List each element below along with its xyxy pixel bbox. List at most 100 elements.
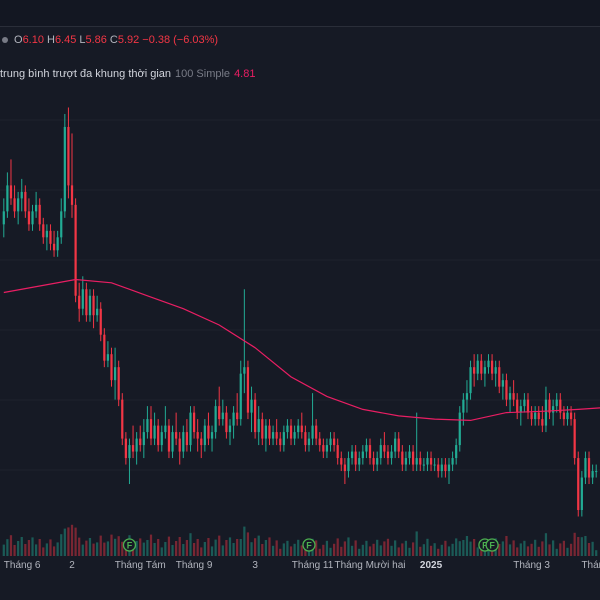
volume-bar bbox=[408, 547, 411, 556]
open-value: 6.10 bbox=[22, 34, 44, 46]
volume-bar bbox=[465, 536, 469, 556]
candle-body bbox=[548, 399, 551, 413]
candle-body bbox=[63, 126, 66, 212]
x-axis-tick-label: Tháng 3 bbox=[513, 560, 550, 571]
candle-body bbox=[354, 451, 357, 465]
volume-bar bbox=[110, 534, 113, 556]
candle-body bbox=[534, 412, 537, 420]
candle-body bbox=[494, 367, 497, 374]
candle-body bbox=[394, 438, 397, 452]
volume-bar bbox=[56, 542, 59, 556]
volume-bar bbox=[508, 544, 512, 556]
candle-body bbox=[254, 399, 257, 433]
volume-bar bbox=[81, 544, 84, 556]
volume-bar bbox=[429, 545, 433, 556]
candle-body bbox=[236, 412, 239, 420]
candle-body bbox=[315, 425, 318, 439]
volume-bar bbox=[347, 537, 350, 556]
close-value: 5.92 bbox=[117, 34, 140, 46]
volume-bar bbox=[2, 544, 5, 556]
volume-bar bbox=[218, 535, 221, 556]
volume-bar bbox=[368, 546, 372, 556]
event-marker[interactable]: F bbox=[485, 538, 499, 552]
candle-body bbox=[264, 425, 268, 439]
volume-bar bbox=[519, 543, 522, 556]
event-marker[interactable]: F bbox=[302, 538, 316, 552]
candle-body bbox=[78, 295, 81, 309]
candle-body bbox=[171, 432, 174, 452]
candle-body bbox=[365, 445, 368, 452]
volume-bar bbox=[232, 543, 235, 556]
candle-body bbox=[38, 204, 41, 225]
volume-bar bbox=[271, 545, 275, 556]
volume-bar bbox=[38, 539, 41, 556]
volume-bar bbox=[6, 539, 9, 556]
high-value: 6.45 bbox=[54, 34, 77, 46]
volume-bar bbox=[530, 543, 533, 556]
candle-body bbox=[473, 367, 476, 374]
candle-body bbox=[225, 412, 228, 433]
volume-bar bbox=[422, 544, 425, 556]
candle-body bbox=[99, 308, 102, 335]
volume-bar bbox=[462, 540, 465, 556]
volume-bar bbox=[322, 544, 325, 556]
candle-body bbox=[178, 438, 181, 452]
candle-body bbox=[293, 432, 296, 439]
volume-bar bbox=[537, 546, 540, 556]
candle-body bbox=[437, 464, 440, 472]
candle-body bbox=[376, 458, 379, 465]
volume-bar bbox=[246, 532, 250, 556]
candle-body bbox=[45, 230, 48, 238]
volume-bar bbox=[566, 547, 569, 556]
event-marker-label: F bbox=[127, 541, 133, 551]
candle-body bbox=[379, 445, 382, 459]
candle-body bbox=[221, 412, 224, 420]
candle-body bbox=[580, 477, 583, 510]
volume-bar bbox=[469, 541, 472, 556]
candle-body bbox=[383, 445, 386, 452]
volume-bar bbox=[135, 541, 138, 556]
candle-body bbox=[49, 230, 52, 244]
volume-bar bbox=[178, 537, 181, 556]
volume-bar bbox=[239, 539, 242, 556]
candle-body bbox=[56, 237, 59, 251]
volume-bar bbox=[343, 541, 346, 556]
candle-body bbox=[555, 399, 558, 407]
candle-body bbox=[458, 412, 461, 446]
candle-body bbox=[6, 185, 9, 212]
volume-bar bbox=[350, 545, 354, 556]
volume-bar bbox=[27, 540, 31, 556]
volume-bar bbox=[394, 540, 397, 556]
candle-body bbox=[67, 126, 70, 186]
x-axis-tick-label: Tháng 6 bbox=[4, 560, 41, 571]
indicator-legend[interactable]: trung bình trượt đa khung thời gian 100 S… bbox=[0, 68, 255, 80]
candle-body bbox=[192, 412, 196, 433]
candle-body bbox=[552, 406, 555, 413]
volume-bar bbox=[447, 546, 451, 556]
volume-bar bbox=[153, 543, 156, 556]
candle-body bbox=[42, 224, 45, 238]
indicator-name: trung bình trượt đa khung thời gian bbox=[0, 68, 172, 80]
candle-body bbox=[480, 360, 483, 374]
status-dot-icon bbox=[2, 36, 8, 43]
volume-bar bbox=[214, 539, 217, 556]
volume-bar bbox=[559, 543, 562, 556]
volume-bar bbox=[31, 537, 34, 556]
candle-body bbox=[239, 373, 242, 420]
volume-bar bbox=[390, 545, 393, 556]
volume-bar bbox=[458, 541, 461, 556]
candle-body bbox=[74, 204, 77, 296]
candle-body bbox=[562, 412, 566, 420]
volume-bars bbox=[2, 524, 598, 556]
event-marker-label: F bbox=[482, 541, 488, 551]
volume-bar bbox=[300, 545, 303, 556]
candle-body bbox=[149, 419, 153, 439]
candle-body bbox=[142, 432, 145, 446]
candle-body bbox=[20, 191, 23, 199]
volume-bar bbox=[9, 535, 13, 556]
candle-body bbox=[372, 458, 375, 465]
candle-body bbox=[440, 464, 443, 472]
event-marker-label: F bbox=[306, 541, 312, 551]
event-marker[interactable]: F bbox=[122, 538, 137, 552]
